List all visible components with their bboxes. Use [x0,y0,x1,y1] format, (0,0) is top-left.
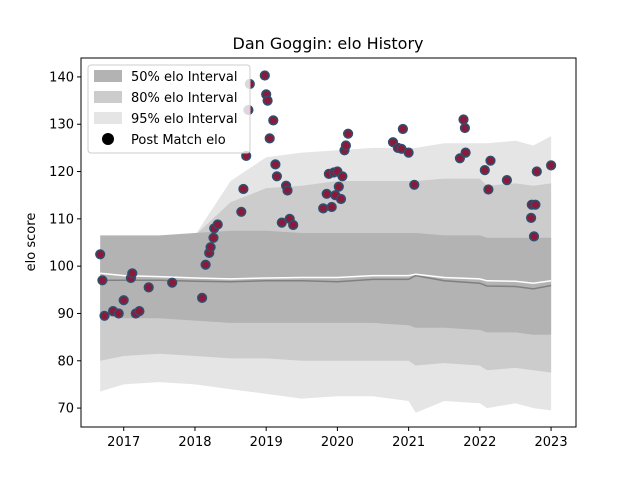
legend-label-50: 50% elo Interval [131,70,238,85]
x-tick-label: 2023 [535,435,568,450]
post-match-point [208,232,219,243]
post-match-point [485,155,496,166]
post-match-point [528,231,540,242]
post-match-point [326,201,337,213]
y-axis: 70 80 90 100 110 120 130 140 [49,70,81,417]
post-match-point [95,249,106,260]
post-match-point [321,188,332,199]
mean-line [100,272,552,284]
post-match-point [271,171,283,182]
y-tick-label: 120 [49,165,74,180]
post-match-point [479,165,490,176]
post-match-point [276,217,287,228]
post-match-point [501,175,513,186]
post-match-point [483,184,494,195]
post-match-point [97,275,108,286]
y-tick-label: 80 [57,354,74,369]
post-match-point [458,114,469,125]
post-match-point [340,140,352,151]
post-match-point [397,123,409,135]
y-axis-label: elo score [24,213,39,272]
post-match-point [118,295,129,306]
post-match-point [134,306,145,317]
legend-swatch-80 [94,91,122,103]
trend-lines [100,272,552,290]
chart-title: Dan Goggin: elo History [233,34,424,53]
post-match-point [262,95,273,106]
x-tick-label: 2019 [250,435,283,450]
post-match-point [236,206,247,217]
post-match-point [268,115,279,126]
x-tick-label: 2018 [178,435,211,450]
post-match-point [337,171,348,182]
legend-box [87,64,251,154]
post-match-point [530,199,541,210]
legend-swatch-50 [94,70,122,82]
post-match-point [270,159,281,170]
post-match-points [95,70,557,321]
x-tick-label: 2020 [321,435,354,450]
post-match-point [143,282,154,293]
legend-swatch-95 [94,112,122,124]
post-match-point [264,133,275,144]
post-match-point [200,259,211,270]
post-match-point [259,70,270,81]
legend-label-95: 95% elo Interval [131,112,238,127]
legend: 50% elo Interval 80% elo Interval 95% el… [87,64,251,154]
post-match-point [288,219,299,231]
post-match-point [333,181,344,192]
post-match-point [318,203,329,214]
post-match-point [460,147,471,158]
post-match-point [197,292,208,304]
post-match-point [205,242,216,253]
y-tick-label: 90 [57,307,74,322]
y-tick-label: 110 [49,212,74,227]
plot-area [95,70,557,413]
post-match-point [403,147,414,158]
post-match-point [113,308,124,319]
post-match-point [99,310,110,321]
legend-label-80: 80% elo Interval [131,91,238,106]
post-match-point [459,122,471,134]
post-match-point [545,160,557,171]
plot-frame [80,57,577,428]
y-tick-label: 140 [49,70,74,85]
post-match-point [212,219,223,230]
y-tick-label: 70 [57,402,74,417]
legend-label-post-match: Post Match elo [131,133,226,148]
x-axis: 2017 2018 2019 2020 2021 2022 2023 [107,427,568,450]
post-match-point [238,183,249,195]
post-match-point [531,166,542,177]
x-tick-label: 2022 [463,435,496,450]
post-match-point [282,185,293,196]
post-match-point [525,212,537,223]
post-match-point [335,193,347,205]
band-50 [100,230,552,335]
post-match-point [409,179,420,190]
legend-marker-post-match [102,133,114,145]
y-tick-label: 100 [49,260,74,275]
post-match-point [343,128,354,139]
post-match-point [127,268,138,279]
x-tick-label: 2021 [392,435,425,450]
post-match-point [167,277,178,288]
median-line [100,274,552,290]
x-tick-label: 2017 [107,435,140,450]
y-tick-label: 130 [49,118,74,133]
